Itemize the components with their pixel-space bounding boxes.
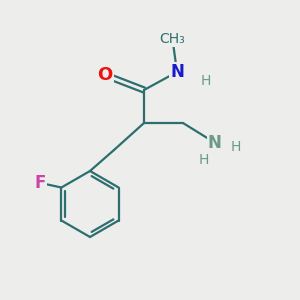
Text: N: N — [170, 63, 184, 81]
Text: CH₃: CH₃ — [160, 32, 185, 46]
Text: O: O — [98, 66, 112, 84]
Text: H: H — [199, 154, 209, 167]
Text: F: F — [35, 174, 46, 192]
Text: N: N — [208, 134, 221, 152]
Text: H: H — [200, 74, 211, 88]
Text: H: H — [230, 140, 241, 154]
